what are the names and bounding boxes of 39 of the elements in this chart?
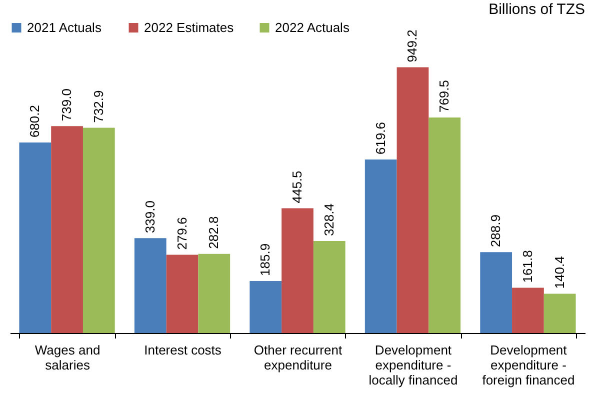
data-label: 680.2: [27, 104, 42, 138]
bar: [396, 67, 429, 333]
bar: [480, 252, 512, 333]
legend-label: 2022 Estimates: [144, 20, 234, 35]
data-label: 328.4: [321, 204, 336, 236]
x-tick-label: Wages and salaries: [34, 342, 100, 372]
data-label: 949.2: [404, 30, 420, 62]
bar: [166, 254, 198, 333]
x-tick-label: Interest costs: [144, 342, 222, 358]
bar: [19, 142, 52, 333]
data-label: 161.8: [520, 250, 535, 283]
bar: [428, 118, 461, 333]
data-label: 140.4: [552, 256, 567, 289]
legend-label: 2022 Actuals: [275, 20, 350, 35]
data-label: 339.0: [142, 200, 158, 234]
bar: [282, 208, 314, 333]
bar: [512, 288, 544, 333]
bar: [250, 280, 282, 333]
data-label: 279.6: [174, 217, 190, 250]
data-label: 288.9: [488, 214, 504, 248]
chart-subtitle: Billions of TZS: [488, 1, 585, 18]
bar: [313, 241, 346, 333]
data-label: 185.9: [258, 243, 273, 276]
bar: [82, 128, 115, 333]
data-label: 619.6: [372, 122, 388, 155]
data-label: 282.8: [206, 216, 222, 249]
bar: [544, 294, 576, 333]
legend-label: 2021 Actuals: [27, 20, 102, 35]
data-label: 732.9: [90, 90, 106, 123]
bar: [134, 238, 166, 333]
x-tick-label: Development expenditure - foreign financed: [482, 342, 575, 388]
data-label: 769.5: [436, 80, 452, 113]
bar: [51, 126, 83, 333]
bar: [364, 160, 397, 333]
data-label: 445.5: [290, 170, 304, 204]
x-tick-label: Development expenditure - locally financed: [368, 342, 458, 388]
bar: [198, 254, 230, 333]
data-label: 739.0: [59, 88, 74, 122]
x-tick-label: Other recurrent expenditure: [254, 342, 342, 372]
